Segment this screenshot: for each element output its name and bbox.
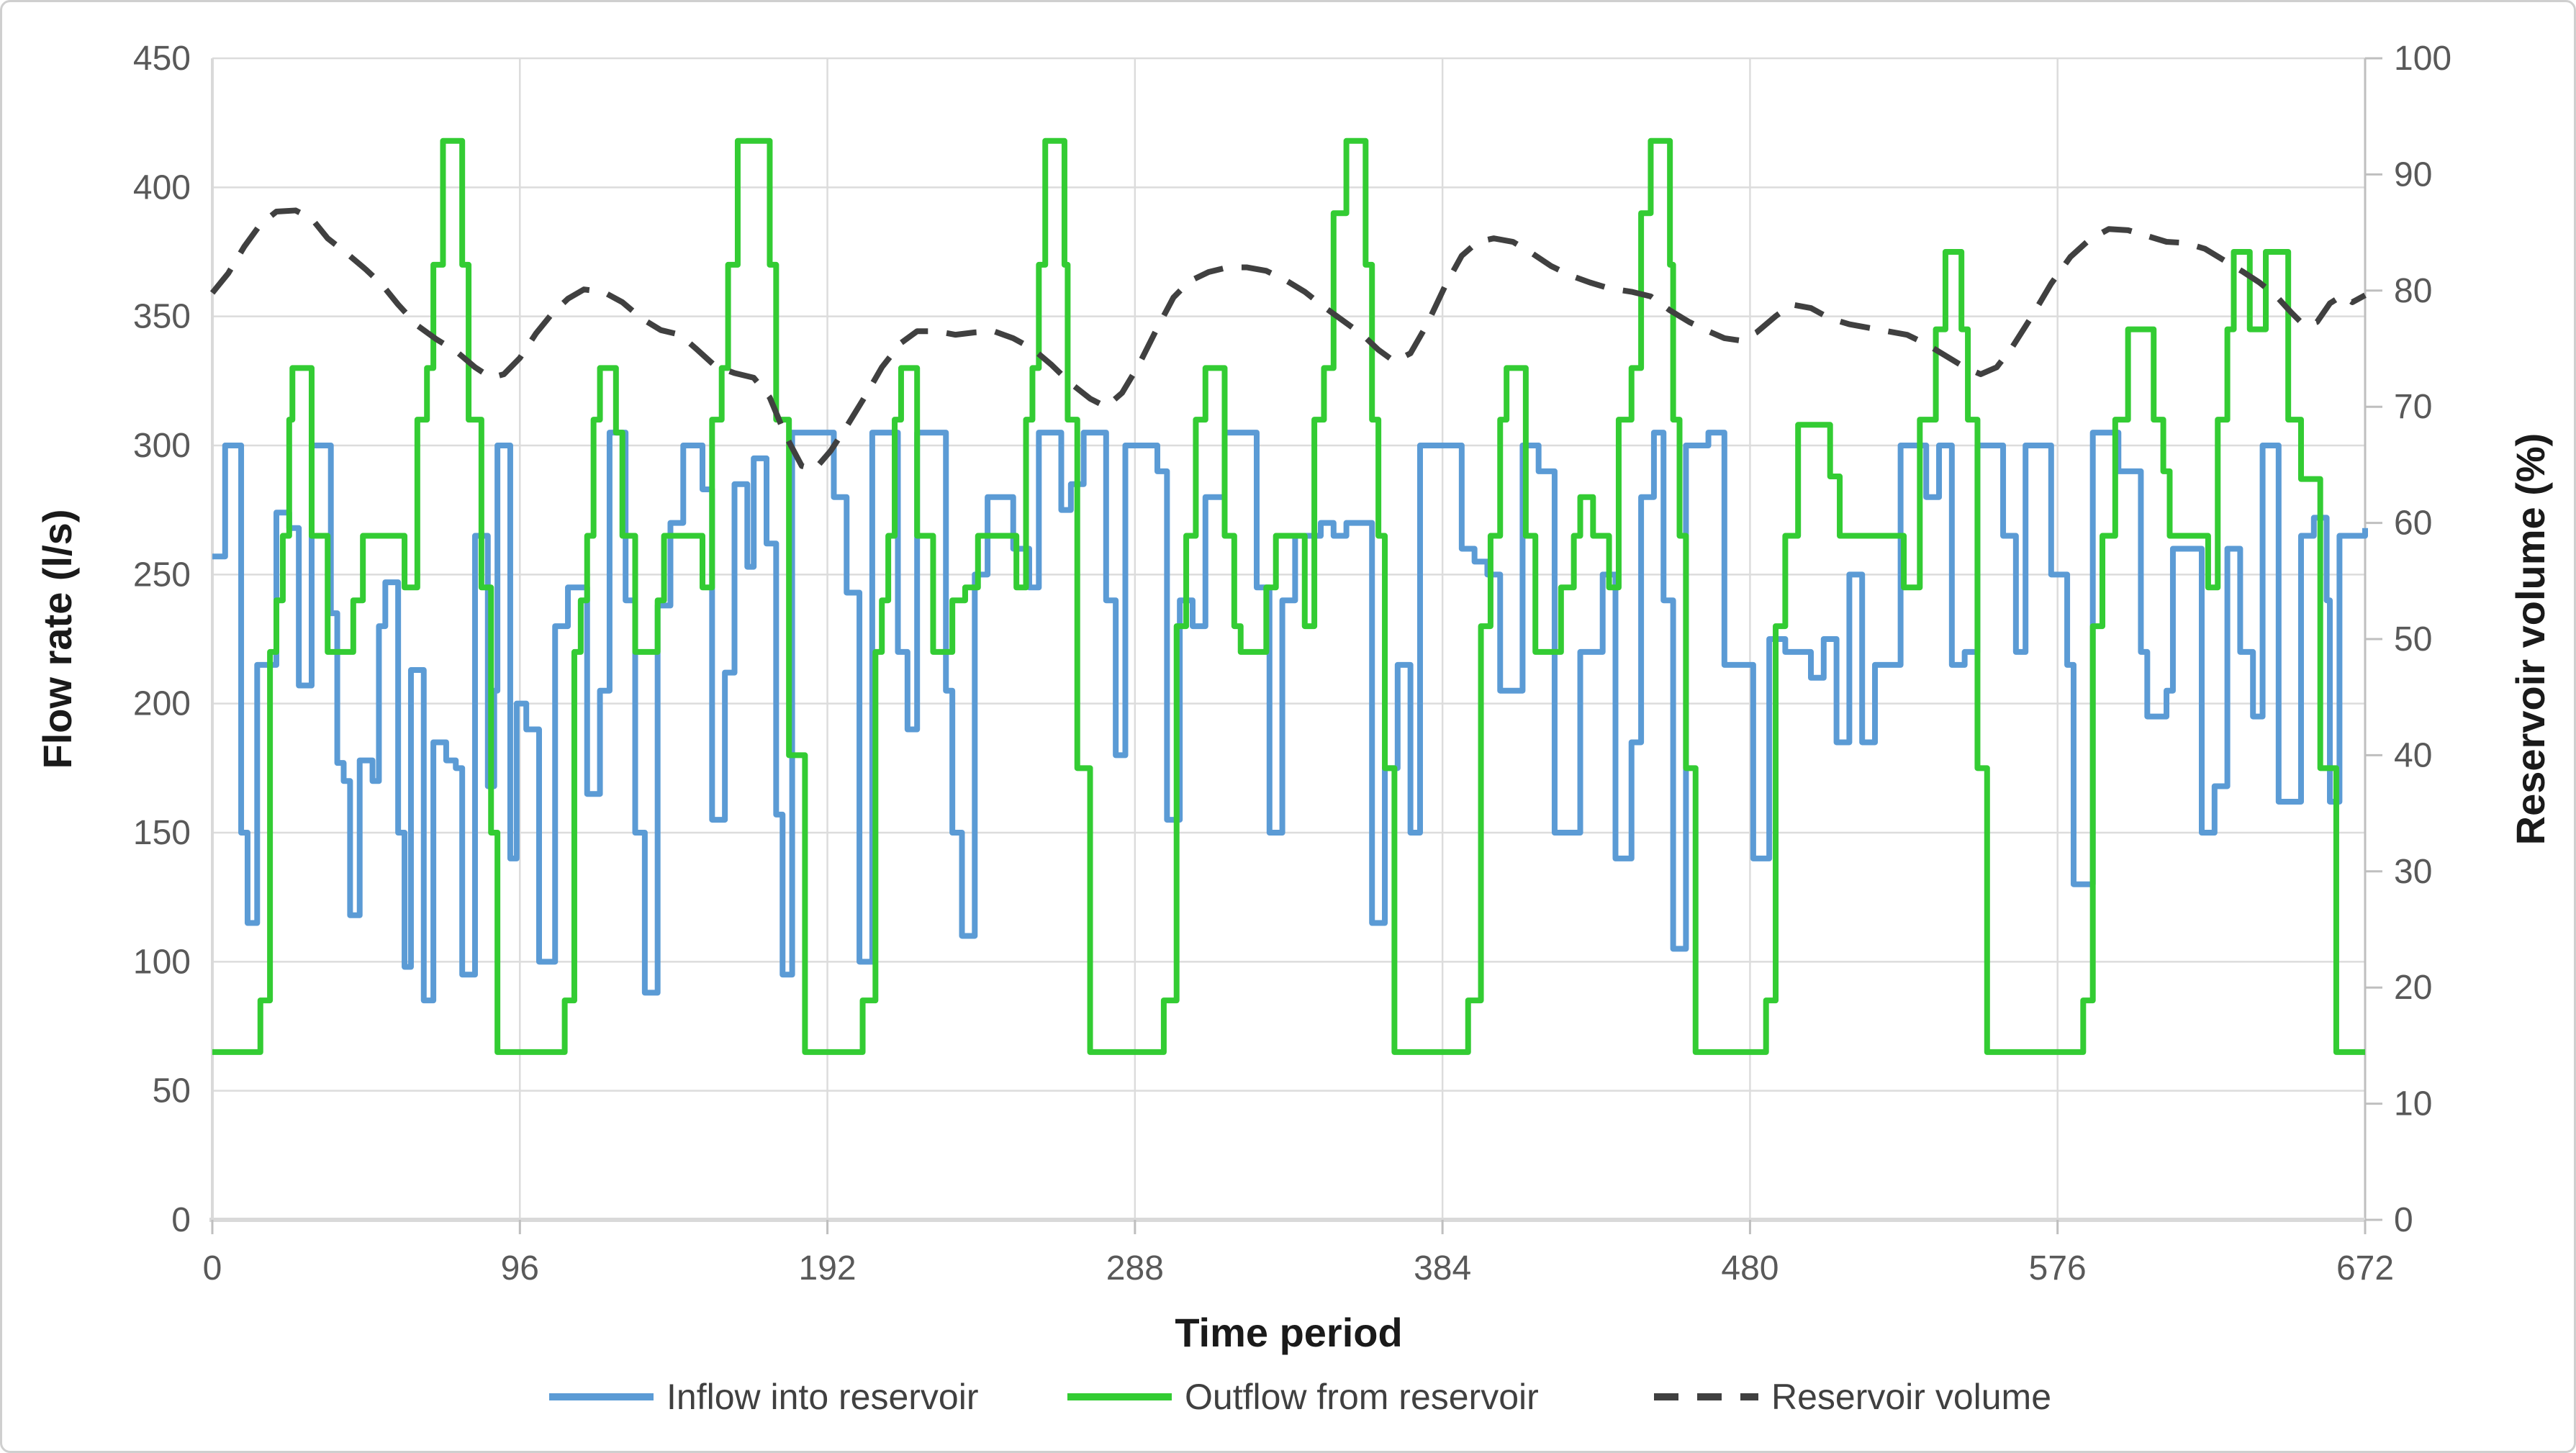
y-left-tick-label: 0 [171,1201,191,1239]
x-tick-label: 672 [2336,1249,2394,1287]
y-left-tick-label: 250 [133,556,191,594]
x-tick-label: 96 [501,1249,539,1287]
x-tick-label: 576 [2029,1249,2087,1287]
y-right-tick-label: 100 [2394,40,2451,78]
y-right-tick-label: 60 [2394,504,2432,543]
x-tick-label: 480 [1721,1249,1779,1287]
x-tick-label: 0 [203,1249,222,1287]
y-left-tick-label: 300 [133,427,191,465]
y-left-tick-label: 50 [153,1072,191,1110]
tick-labels: 0 50 100 150 200 250 300 350 400 450 0 10 20 30 40 50 60… [133,40,2451,1287]
y-right-tick-label: 20 [2394,969,2432,1007]
y-left-axis-title: Flow rate (l/s) [35,510,80,769]
volume-line [209,207,2367,473]
x-tick-label: 384 [1414,1249,1471,1287]
legend-item: Outflow from reservoir [1067,1377,1539,1417]
y-left-tick-label: 350 [133,298,191,336]
legend-item: Reservoir volume [1654,1377,2051,1417]
y-right-tick-label: 90 [2394,155,2432,194]
y-right-tick-label: 0 [2394,1201,2413,1239]
y-right-tick-label: 40 [2394,736,2432,774]
y-right-tick-label: 70 [2394,388,2432,426]
outflow-line [212,137,2365,1055]
inflow-line [212,430,2368,1004]
legend: Inflow into reservoir Outflow from reserv… [549,1377,2051,1417]
legend-item: Inflow into reservoir [549,1377,979,1417]
x-tick-label: 192 [799,1249,857,1287]
axes [209,57,2382,1234]
legend-label: Reservoir volume [1771,1377,2051,1417]
y-right-tick-label: 80 [2394,272,2432,310]
y-right-tick-label: 30 [2394,853,2432,891]
y-left-tick-label: 200 [133,685,191,723]
y-right-tick-label: 10 [2394,1085,2432,1123]
y-left-tick-label: 150 [133,814,191,852]
legend-label: Outflow from reservoir [1185,1377,1539,1417]
gridlines [212,57,2367,1220]
x-tick-label: 288 [1106,1249,1164,1287]
legend-label: Inflow into reservoir [666,1377,979,1417]
y-left-tick-label: 400 [133,168,191,207]
y-left-tick-label: 100 [133,943,191,981]
x-axis-title: Time period [1175,1310,1402,1355]
y-left-tick-label: 450 [133,40,191,78]
y-right-axis-title: Reservoir volume (%) [2508,433,2553,846]
y-right-tick-label: 50 [2394,620,2432,658]
